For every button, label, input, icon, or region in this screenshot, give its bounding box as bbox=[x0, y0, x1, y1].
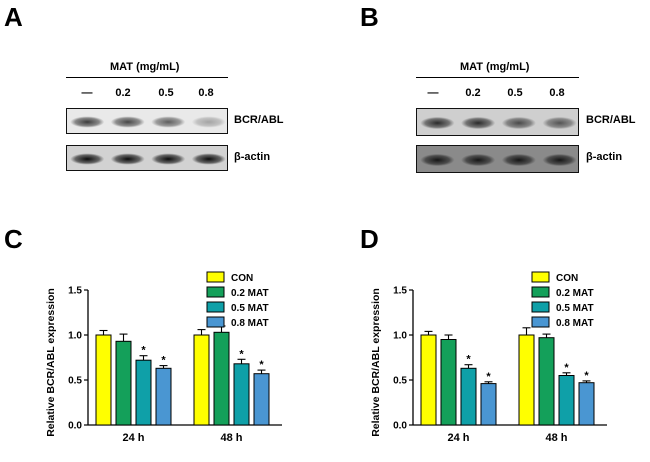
lane-label: — bbox=[81, 87, 93, 99]
bar bbox=[538, 337, 555, 426]
legend-label: CON bbox=[556, 273, 578, 284]
bar bbox=[420, 334, 437, 426]
bar bbox=[193, 334, 210, 426]
legend-label: 0.5 MAT bbox=[556, 303, 594, 314]
beta-actin-band-label: β-actin bbox=[234, 151, 271, 163]
y-tick-label: 0.0 bbox=[68, 421, 82, 432]
blot-band bbox=[461, 116, 496, 130]
beta-actin-band-strip bbox=[66, 145, 228, 171]
legend-swatch bbox=[206, 271, 225, 283]
bar bbox=[480, 383, 497, 426]
x-tick-label: 48 h bbox=[545, 432, 567, 444]
lane-label: 0.5 bbox=[158, 87, 174, 99]
legend-swatch bbox=[531, 316, 550, 328]
legend-swatch bbox=[206, 301, 225, 313]
bcr-abl-band-strip bbox=[66, 108, 228, 134]
legend-label: 0.5 MAT bbox=[231, 303, 269, 314]
blot-band bbox=[191, 116, 226, 128]
x-tick-label: 24 h bbox=[447, 432, 469, 444]
lane-label: 0.2 bbox=[115, 87, 131, 99]
blot-band bbox=[501, 116, 536, 130]
bar bbox=[213, 331, 230, 426]
panel-letter-c: C bbox=[4, 224, 23, 254]
x-tick-label: 24 h bbox=[122, 432, 144, 444]
bar bbox=[558, 375, 575, 426]
legend-swatch bbox=[206, 316, 225, 328]
legend-label: CON bbox=[231, 273, 253, 284]
blot-band bbox=[151, 116, 186, 128]
bar bbox=[233, 363, 250, 426]
legend-label: 0.8 MAT bbox=[556, 318, 594, 329]
bar bbox=[95, 334, 112, 426]
bar bbox=[578, 382, 595, 426]
y-axis-label: Relative BCR/ABL expression bbox=[45, 288, 57, 437]
significance-marker: * bbox=[564, 362, 569, 374]
bcr-abl-band-label: BCR/ABL bbox=[234, 114, 284, 126]
lane-label: 0.5 bbox=[507, 87, 523, 99]
x-tick-label: 48 h bbox=[220, 432, 242, 444]
blot-band bbox=[542, 116, 577, 130]
bar bbox=[135, 359, 152, 426]
panel-letter-b: B bbox=[360, 2, 379, 32]
blot-title-rule bbox=[66, 77, 228, 79]
blot-band bbox=[110, 116, 145, 128]
significance-marker: * bbox=[161, 355, 166, 367]
beta-actin-band-strip bbox=[416, 145, 579, 173]
bar bbox=[518, 334, 535, 426]
beta-actin-band-label: β-actin bbox=[586, 151, 623, 163]
blot-title-rule bbox=[416, 77, 579, 79]
bar bbox=[253, 373, 270, 426]
y-tick-label: 1.5 bbox=[68, 286, 82, 297]
blot-band bbox=[420, 116, 455, 130]
y-tick-label: 0.5 bbox=[393, 376, 407, 387]
legend-swatch bbox=[531, 301, 550, 313]
legend-swatch bbox=[531, 271, 550, 283]
significance-marker: * bbox=[259, 359, 264, 371]
bar bbox=[155, 367, 172, 426]
blot-band bbox=[420, 153, 455, 167]
y-tick-label: 1.0 bbox=[393, 331, 407, 342]
legend-label: 0.8 MAT bbox=[231, 318, 269, 329]
legend-swatch bbox=[206, 286, 225, 298]
blot-band bbox=[191, 153, 226, 165]
legend-swatch bbox=[531, 286, 550, 298]
significance-marker: * bbox=[584, 370, 589, 382]
bar bbox=[440, 339, 457, 426]
panel-letter-a: A bbox=[4, 2, 23, 32]
western-blot-a: MAT (mg/mL) — 0.2 0.5 0.8 BCR/ABL β-acti… bbox=[0, 0, 340, 180]
blot-band bbox=[501, 153, 536, 167]
blot-band bbox=[70, 153, 105, 165]
bcr-abl-band-strip bbox=[416, 108, 579, 136]
bar bbox=[460, 367, 477, 426]
lane-label: — bbox=[427, 87, 439, 99]
lane-label: 0.2 bbox=[465, 87, 481, 99]
bcr-abl-band-label: BCR/ABL bbox=[586, 114, 636, 126]
lane-label: 0.8 bbox=[549, 87, 565, 99]
bar bbox=[115, 340, 132, 426]
blot-band bbox=[110, 153, 145, 165]
y-tick-label: 1.0 bbox=[68, 331, 82, 342]
legend-label: 0.2 MAT bbox=[556, 288, 594, 299]
y-axis-label: Relative BCR/ABL expression bbox=[370, 288, 382, 437]
y-tick-label: 0.0 bbox=[393, 421, 407, 432]
significance-marker: * bbox=[466, 354, 471, 366]
bar-chart-d: Relative BCR/ABL expression 0.0 0.5 1.0 1.5 *… bbox=[370, 271, 607, 444]
blot-title: MAT (mg/mL) bbox=[110, 61, 180, 73]
y-tick-label: 1.5 bbox=[393, 286, 407, 297]
legend-label: 0.2 MAT bbox=[231, 288, 269, 299]
lane-label: 0.8 bbox=[198, 87, 214, 99]
significance-marker: * bbox=[239, 348, 244, 360]
blot-band bbox=[542, 153, 577, 167]
blot-band bbox=[151, 153, 186, 165]
blot-band bbox=[70, 116, 105, 128]
significance-marker: * bbox=[486, 371, 491, 383]
panel-letter-d: D bbox=[360, 224, 379, 254]
significance-marker: * bbox=[141, 345, 146, 357]
western-blot-b: MAT (mg/mL) — 0.2 0.5 0.8 BCR/ABL β-acti… bbox=[0, 0, 650, 180]
bar-chart-c: Relative BCR/ABL expression 0.0 0.5 1.0 1.5 *… bbox=[45, 271, 282, 444]
blot-band bbox=[461, 153, 496, 167]
y-tick-label: 0.5 bbox=[68, 376, 82, 387]
blot-title: MAT (mg/mL) bbox=[460, 61, 530, 73]
